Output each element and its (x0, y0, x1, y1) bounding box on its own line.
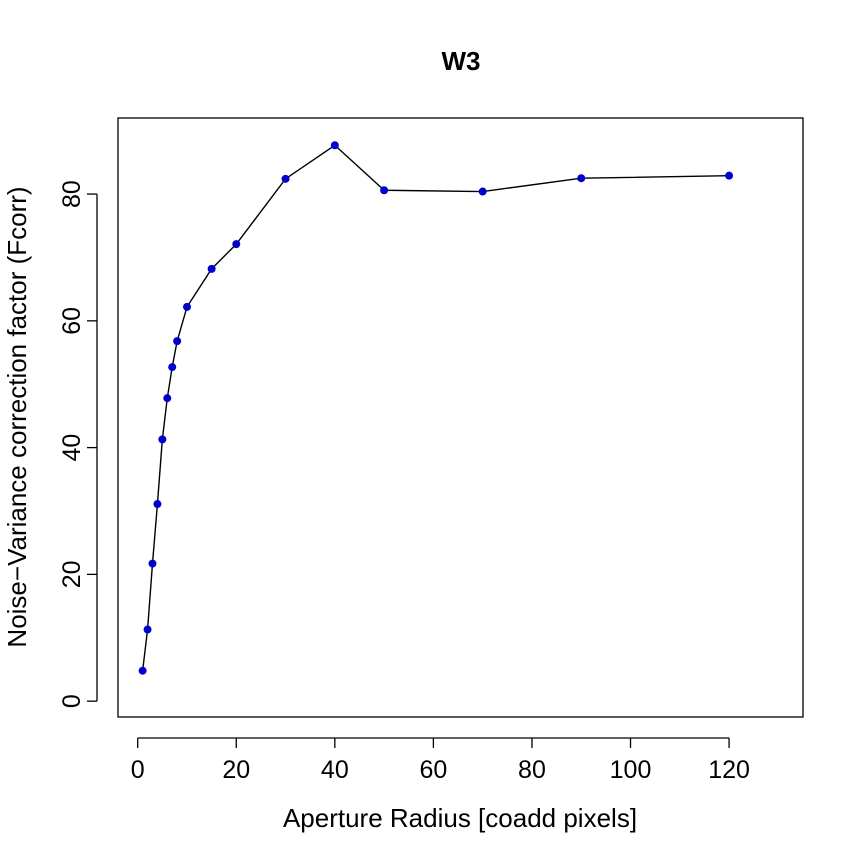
y-tick-label: 0 (58, 694, 86, 708)
data-point (478, 187, 487, 196)
data-point (232, 240, 241, 249)
data-point (182, 302, 191, 311)
data-point (138, 666, 147, 675)
data-point (168, 363, 177, 372)
data-point (148, 559, 157, 568)
data-point (143, 625, 152, 634)
y-tick-label: 60 (58, 307, 86, 335)
plot-frame (117, 117, 804, 718)
data-point (153, 500, 162, 509)
x-tick-label: 60 (419, 756, 447, 784)
y-tick-label: 40 (58, 434, 86, 462)
data-point (173, 337, 182, 346)
y-tick-label: 80 (58, 180, 86, 208)
data-point (281, 174, 290, 183)
data-point (380, 186, 389, 195)
data-point (577, 174, 586, 183)
x-tick-label: 20 (222, 756, 250, 784)
chart-title: W3 (442, 46, 481, 76)
data-point (158, 435, 167, 444)
y-tick-label: 20 (58, 560, 86, 588)
series-layer (138, 141, 734, 675)
x-axis-label: Aperture Radius [coadd pixels] (283, 803, 637, 833)
x-tick-label: 100 (610, 756, 652, 784)
data-point (163, 394, 172, 403)
data-point (330, 141, 339, 150)
x-tick-label: 0 (131, 756, 145, 784)
y-axis-label: Noise−Variance correction factor (Fcorr) (2, 186, 32, 647)
x-tick-label: 40 (321, 756, 349, 784)
y-axis: 0 20 40 60 80 (58, 180, 98, 708)
x-tick-label: 80 (518, 756, 546, 784)
data-point (725, 171, 734, 180)
data-point (207, 264, 216, 273)
x-tick-label: 120 (708, 756, 750, 784)
series-line (141, 144, 730, 671)
x-axis: 0 20 40 60 80 100 120 (131, 737, 750, 784)
